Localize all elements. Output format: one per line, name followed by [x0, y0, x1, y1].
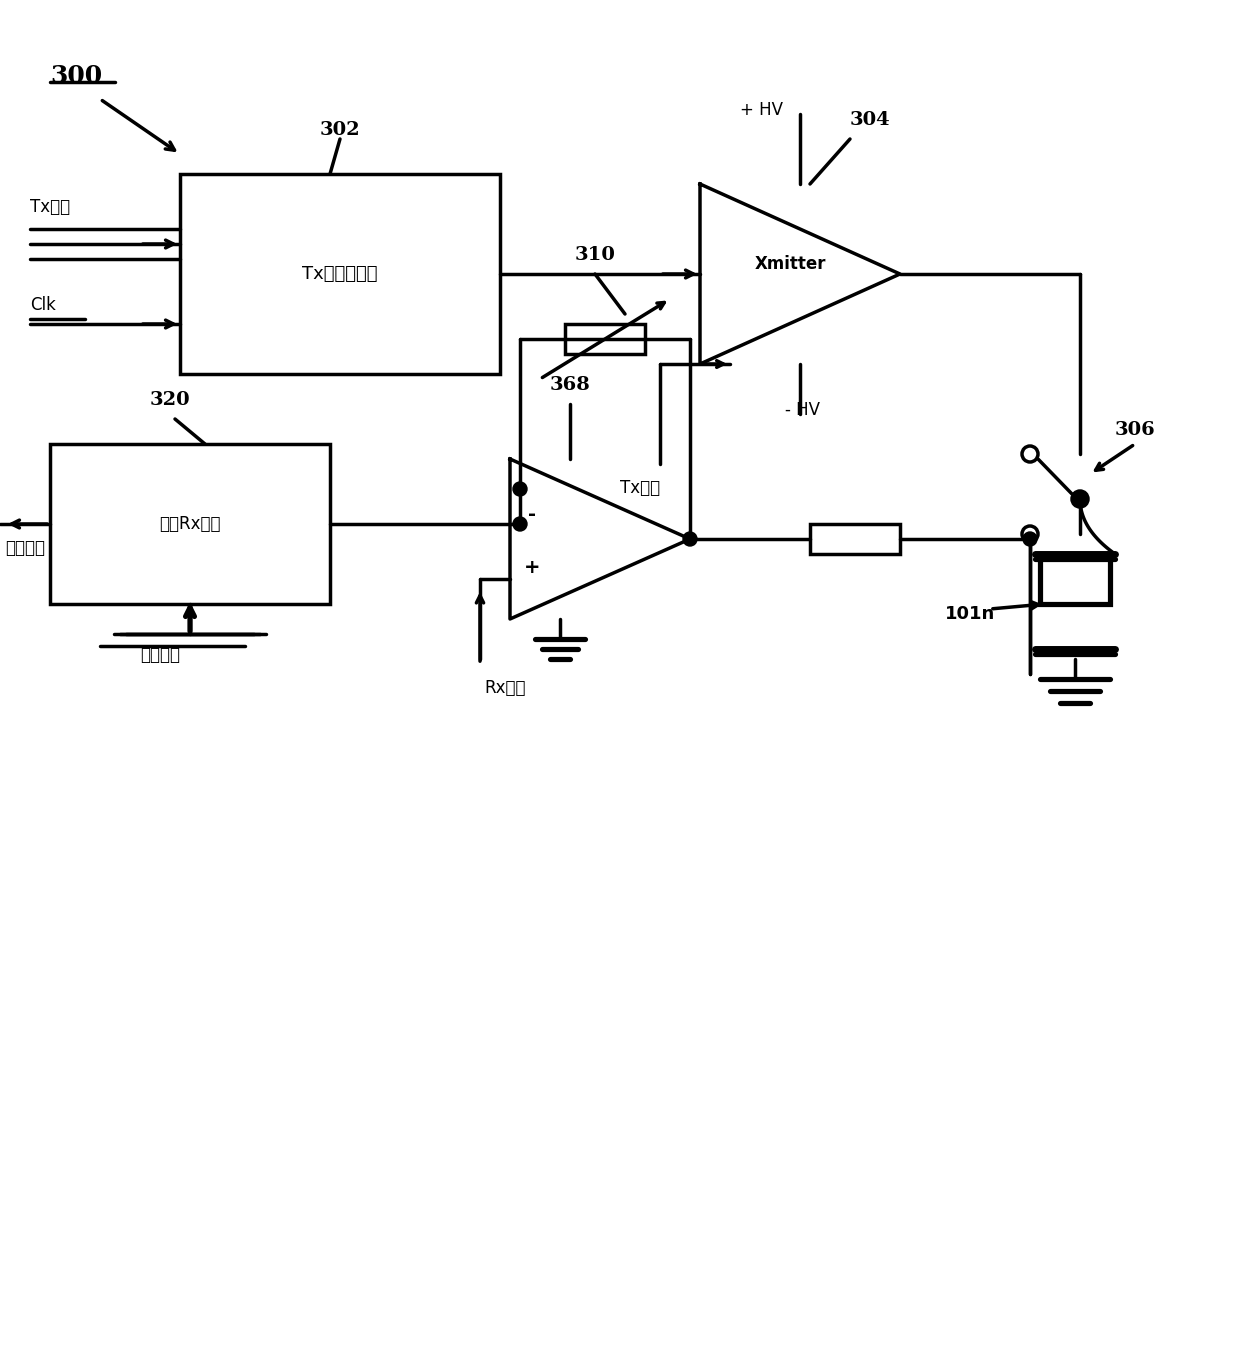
Bar	[1040, 554, 1110, 604]
Text: 306: 306	[1115, 421, 1156, 439]
Text: + HV: + HV	[740, 102, 782, 119]
Text: 101n: 101n	[945, 605, 996, 623]
Text: Tx使能: Tx使能	[620, 479, 660, 497]
Text: Tx脉冲生成器: Tx脉冲生成器	[303, 265, 378, 283]
Circle shape	[513, 517, 527, 531]
Bar	[50, 444, 330, 604]
Text: Tx数据: Tx数据	[30, 198, 71, 217]
Circle shape	[1073, 492, 1087, 506]
Text: 300: 300	[50, 64, 102, 88]
Text: 310: 310	[574, 246, 615, 264]
Text: -: -	[528, 505, 536, 524]
Circle shape	[1023, 532, 1037, 546]
Text: 320: 320	[150, 391, 190, 409]
Text: 304: 304	[849, 111, 890, 129]
Text: 模拟Rx延迟: 模拟Rx延迟	[159, 515, 221, 533]
Bar	[565, 324, 645, 353]
Circle shape	[683, 532, 697, 546]
Bar	[810, 524, 900, 554]
Text: +: +	[523, 558, 541, 577]
Text: 延迟数据: 延迟数据	[140, 646, 180, 663]
Text: Xmitter: Xmitter	[754, 255, 826, 274]
Circle shape	[513, 482, 527, 496]
Text: Clk: Clk	[30, 297, 56, 314]
Text: Rx使能: Rx使能	[485, 678, 526, 697]
Text: 368: 368	[549, 376, 590, 394]
Bar	[180, 175, 500, 374]
Text: 通道输出: 通道输出	[5, 539, 45, 556]
Text: - HV: - HV	[785, 401, 820, 418]
Text: 302: 302	[320, 121, 361, 139]
